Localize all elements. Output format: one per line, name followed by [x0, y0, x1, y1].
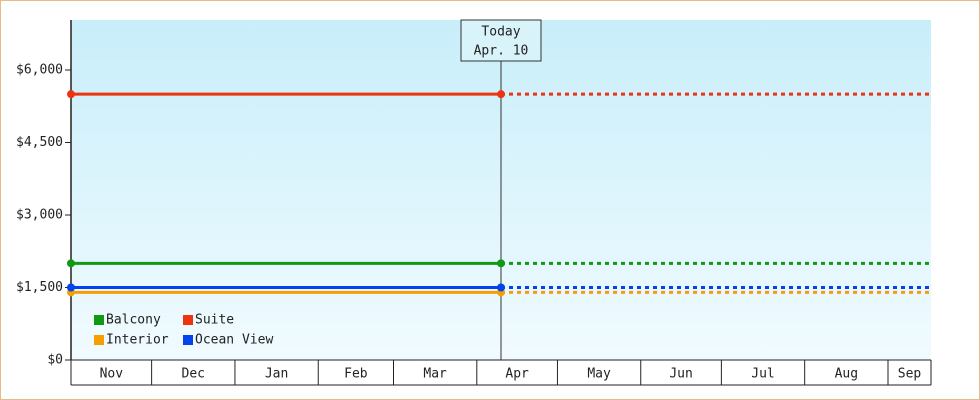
- x-tick-label: Feb: [344, 367, 368, 382]
- y-tick-label: $6,000: [16, 62, 63, 77]
- today-box: [460, 19, 542, 62]
- x-tick-label: Mar: [423, 367, 447, 382]
- legend-label: Ocean View: [195, 333, 273, 348]
- x-tick-label: Apr: [505, 367, 529, 382]
- x-tick-label: Jan: [265, 367, 288, 382]
- legend-swatch: [94, 315, 104, 325]
- y-tick-label: $1,500: [16, 280, 63, 295]
- x-tick-label: May: [587, 367, 611, 382]
- legend-label: Suite: [195, 313, 234, 328]
- point: [67, 259, 75, 268]
- point: [497, 90, 505, 99]
- x-tick-label: Sep: [898, 367, 922, 382]
- today-label: Apr. 10: [474, 44, 529, 59]
- y-tick-label: $4,500: [16, 135, 63, 150]
- x-tick-label: Jun: [669, 367, 692, 382]
- point: [67, 283, 75, 292]
- x-tick-label: Aug: [835, 367, 858, 382]
- legend-label: Interior: [106, 333, 169, 348]
- today-label: Today: [481, 25, 520, 40]
- y-tick-label: $0: [47, 353, 63, 368]
- legend-swatch: [183, 335, 193, 345]
- point: [497, 259, 505, 268]
- legend-label: Balcony: [106, 313, 161, 328]
- point: [67, 90, 75, 99]
- y-tick-label: $3,000: [16, 207, 63, 222]
- legend-swatch: [94, 335, 104, 345]
- point: [497, 283, 505, 292]
- legend-swatch: [183, 315, 193, 325]
- x-tick-label: Jul: [751, 367, 774, 382]
- x-tick-label: Nov: [100, 367, 124, 382]
- x-tick-label: Dec: [182, 367, 205, 382]
